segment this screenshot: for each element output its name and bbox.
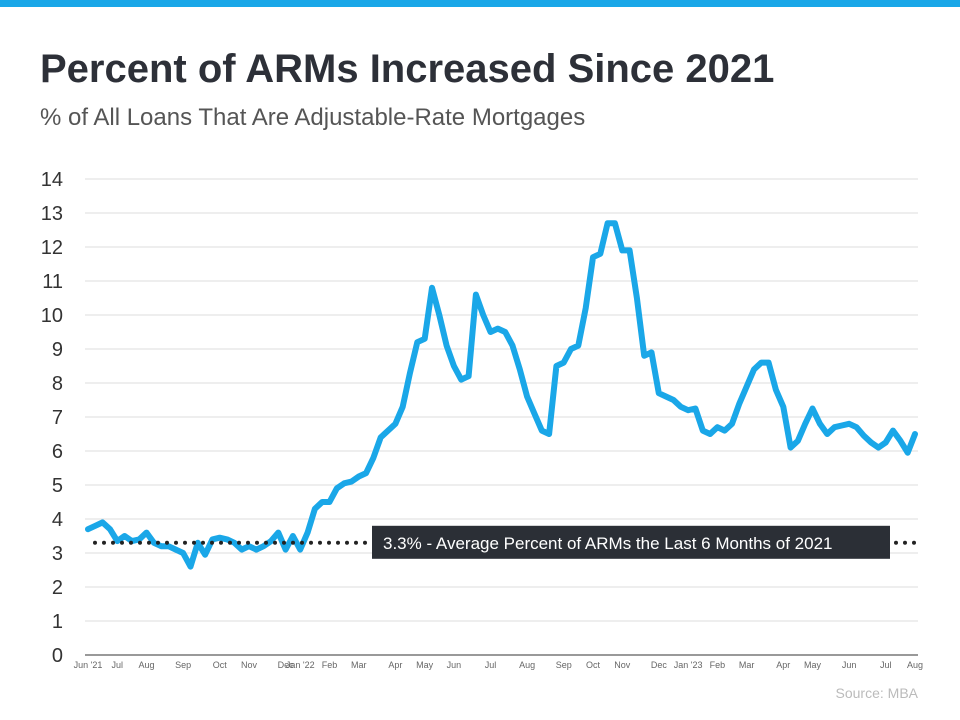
x-tick-label: Apr xyxy=(388,660,402,670)
x-tick-label: May xyxy=(416,660,434,670)
y-tick-label: 6 xyxy=(52,441,63,463)
x-tick-label: Dec xyxy=(278,660,295,670)
y-tick-label: 0 xyxy=(52,645,63,667)
x-tick-label: Feb xyxy=(710,660,726,670)
y-tick-label: 2 xyxy=(52,577,63,599)
x-tick-label: Mar xyxy=(739,660,755,670)
x-tick-label: Jul xyxy=(485,660,497,670)
data-line xyxy=(85,220,918,570)
x-tick-label: Sep xyxy=(175,660,191,670)
y-tick-label: 8 xyxy=(52,373,63,395)
x-tick-label: Jan '22 xyxy=(286,660,315,670)
x-tick-label: Jun '21 xyxy=(74,660,103,670)
y-tick-label: 1 xyxy=(52,611,63,633)
x-tick-label: Apr xyxy=(776,660,790,670)
x-tick-label: Jul xyxy=(112,660,124,670)
y-tick-label: 11 xyxy=(42,271,63,293)
x-tick-label: Jul xyxy=(880,660,892,670)
x-tick-label: Aug xyxy=(519,660,535,670)
x-tick-label: Aug xyxy=(907,660,923,670)
y-tick-label: 4 xyxy=(52,509,63,531)
x-tick-label: Nov xyxy=(614,660,631,670)
y-tick-label: 12 xyxy=(41,237,63,259)
x-tick-label: Nov xyxy=(241,660,258,670)
y-tick-label: 5 xyxy=(52,475,63,497)
chart-subtitle: % of All Loans That Are Adjustable-Rate … xyxy=(40,104,585,131)
x-tick-label: Jun xyxy=(447,660,462,670)
x-tick-label: Aug xyxy=(139,660,155,670)
x-tick-label: Jun xyxy=(842,660,857,670)
annotation: 3.3% - Average Percent of ARMs the Last … xyxy=(383,534,833,553)
y-tick-label: 7 xyxy=(52,407,63,429)
x-tick-label: May xyxy=(804,660,822,670)
chart-title: Percent of ARMs Increased Since 2021 xyxy=(40,47,774,91)
y-tick-label: 9 xyxy=(52,339,63,361)
x-tick-label: Oct xyxy=(586,660,601,670)
x-tick-label: Dec xyxy=(651,660,668,670)
source: Source: MBA xyxy=(836,685,919,701)
y-tick-label: 13 xyxy=(41,203,63,225)
y-tick-label: 3 xyxy=(52,543,63,565)
x-tick-label: Jan '23 xyxy=(674,660,703,670)
x-tick-label: Sep xyxy=(556,660,572,670)
x-tick-label: Mar xyxy=(351,660,367,670)
annotation-box xyxy=(372,525,890,559)
y-tick-label: 10 xyxy=(41,305,63,327)
top-bar xyxy=(0,0,960,7)
x-tick-label: Oct xyxy=(213,660,228,670)
y-tick-label: 14 xyxy=(41,169,63,191)
x-tick-label: Feb xyxy=(322,660,338,670)
